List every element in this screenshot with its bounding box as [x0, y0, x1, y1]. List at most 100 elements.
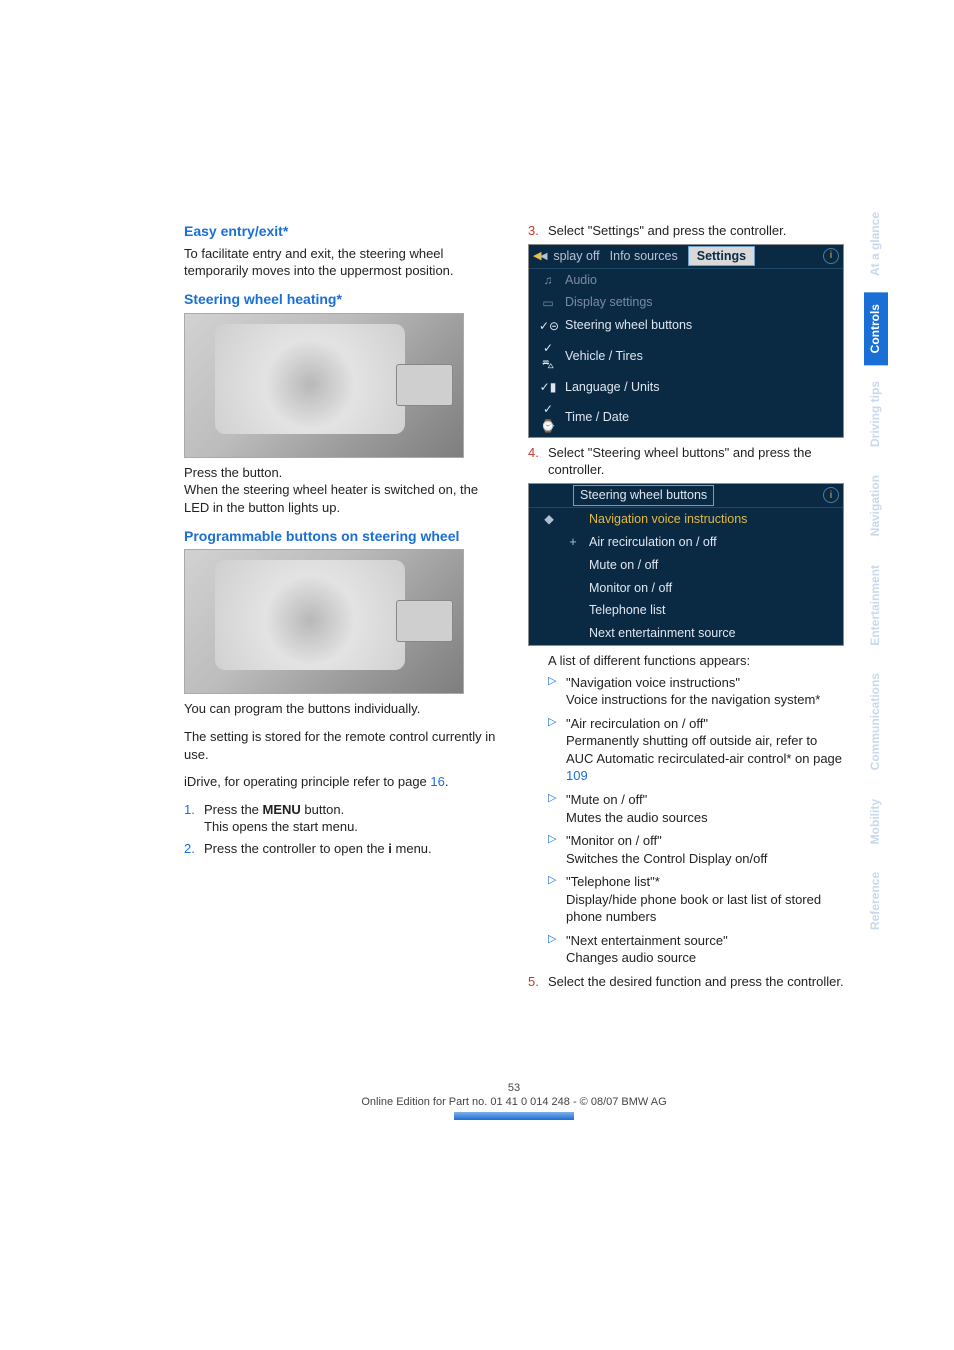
step-body: Select "Settings" and press the controll…	[548, 222, 844, 240]
page-link[interactable]: 109	[566, 768, 588, 783]
side-tab[interactable]: Communications	[864, 661, 888, 782]
triangle-bullet-icon: ▷	[548, 674, 566, 709]
bullet-body: "Monitor on / off"Switches the Control D…	[566, 832, 844, 867]
screen-menu-item: ♫ Audio	[529, 269, 843, 292]
menu-item-label: Audio	[565, 272, 597, 289]
header-selected-tab: Steering wheel buttons	[573, 485, 714, 506]
screen-menu-item: ✓⊝ Steering wheel buttons	[529, 314, 843, 337]
photo-steering-heating	[184, 313, 464, 458]
triangle-bullet-icon: ▷	[548, 932, 566, 967]
step-body: Press the controller to open the i menu.	[204, 840, 500, 858]
text: .	[445, 774, 449, 789]
step-row: 4. Select "Steering wheel buttons" and p…	[528, 444, 844, 479]
text: Permanently shutting off outside air, re…	[566, 733, 842, 766]
step-number: 5.	[528, 973, 548, 991]
heading-steering-heating: Steering wheel heating*	[184, 290, 500, 309]
screen-menu-item: +Air recirculation on / off	[529, 531, 843, 554]
bullet-desc: Display/hide phone book or last list of …	[566, 891, 844, 926]
row-marker-icon: ◆	[541, 511, 557, 528]
side-tab[interactable]: At a glance	[864, 200, 888, 288]
footer-bar	[454, 1112, 574, 1120]
bullet-title: "Monitor on / off"	[566, 832, 844, 850]
info-circle-icon: i	[823, 487, 839, 503]
para: To facilitate entry and exit, the steeri…	[184, 245, 500, 280]
bullet-body: "Next entertainment source"Changes audio…	[566, 932, 844, 967]
bullet-desc: Changes audio source	[566, 949, 844, 967]
text: menu.	[392, 841, 432, 856]
bullet-title: "Mute on / off"	[566, 791, 844, 809]
screen-menu-item: Next entertainment source	[529, 622, 843, 645]
menu-item-icon: ✓⌚	[539, 401, 557, 433]
side-tab[interactable]: Mobility	[864, 787, 888, 856]
side-tab[interactable]: Navigation	[864, 463, 888, 548]
menu-item-label: Next entertainment source	[589, 625, 736, 642]
left-column: Easy entry/exit* To facilitate entry and…	[184, 222, 500, 994]
bullet-title: "Air recirculation on / off"	[566, 715, 844, 733]
bullet-body: "Air recirculation on / off"Permanently …	[566, 715, 844, 785]
idrive-screen-steering-buttons: Steering wheel buttons i ◆ Navigation voi…	[528, 483, 844, 646]
menu-label: MENU	[263, 802, 301, 817]
step-row: 3. Select "Settings" and press the contr…	[528, 222, 844, 240]
para: When the steering wheel heater is switch…	[184, 481, 500, 516]
side-tabs: At a glance Controls Driving tips Navigatio…	[864, 200, 888, 942]
bullet-item: ▷"Telephone list"*Display/hide phone boo…	[548, 873, 844, 926]
step-row: 1. Press the MENU button. This opens the…	[184, 801, 500, 836]
bullet-desc: Voice instructions for the navigation sy…	[566, 691, 844, 709]
menu-item-label: Navigation voice instructions	[589, 511, 747, 528]
para: iDrive, for operating principle refer to…	[184, 773, 500, 791]
page-footer: 53 Online Edition for Part no. 01 41 0 0…	[184, 1082, 844, 1120]
screen-menu-item: ✓▮Language / Units	[529, 376, 843, 399]
bullet-desc: Permanently shutting off outside air, re…	[566, 732, 844, 785]
menu-item-label: Mute on / off	[589, 557, 658, 574]
menu-item-label: Steering wheel buttons	[565, 317, 692, 334]
bullet-item: ▷"Navigation voice instructions"Voice in…	[548, 674, 844, 709]
header-selected-tab: Settings	[688, 246, 755, 267]
page-number: 53	[184, 1082, 844, 1094]
screen-header: Steering wheel buttons i	[529, 484, 843, 508]
bullet-body: "Mute on / off"Mutes the audio sources	[566, 791, 844, 826]
triangle-bullet-icon: ▷	[548, 791, 566, 826]
heading-easy-entry: Easy entry/exit*	[184, 222, 500, 241]
bullet-body: "Telephone list"*Display/hide phone book…	[566, 873, 844, 926]
text: Press the controller to open the	[204, 841, 388, 856]
side-tab[interactable]: Driving tips	[864, 369, 888, 459]
menu-item-label: Time / Date	[565, 409, 629, 426]
menu-item-label: Monitor on / off	[589, 580, 672, 597]
triangle-bullet-icon: ▷	[548, 873, 566, 926]
menu-item-icon: ✓⛍	[539, 340, 557, 372]
step-row: 5. Select the desired function and press…	[528, 973, 844, 991]
menu-item-icon: ▭	[539, 295, 557, 311]
bullet-item: ▷"Monitor on / off"Switches the Control …	[548, 832, 844, 867]
idrive-screen-settings: ◀ ◄ splay off Info sources Settings i ♫A…	[528, 244, 844, 438]
bullet-item: ▷"Mute on / off"Mutes the audio sources	[548, 791, 844, 826]
text: iDrive, for operating principle refer to…	[184, 774, 430, 789]
bullet-container: ▷"Navigation voice instructions"Voice in…	[548, 674, 844, 967]
menu-item-icon: ♫	[539, 272, 557, 288]
screen-menu-item: ✓⌚ Time / Date	[529, 398, 843, 436]
step-number: 2.	[184, 840, 204, 858]
heading-programmable-buttons: Programmable buttons on steering wheel	[184, 527, 500, 546]
screen-menu-item: Telephone list	[529, 599, 843, 622]
screen-menu-item: ◆ Navigation voice instructions	[529, 508, 843, 531]
para: The setting is stored for the remote con…	[184, 728, 500, 763]
side-tab[interactable]: Entertainment	[864, 553, 888, 658]
text: This opens the start menu.	[204, 818, 500, 836]
screen-menu-item: ✓⛍ Vehicle / Tires	[529, 337, 843, 375]
menu-item-icon: ✓⊝	[539, 318, 557, 334]
screen-rows: ◆ Navigation voice instructions +Air recir…	[529, 508, 843, 645]
step-number: 3.	[528, 222, 548, 240]
step-number: 4.	[528, 444, 548, 479]
menu-item-label: Vehicle / Tires	[565, 348, 643, 365]
page-link[interactable]: 16	[430, 774, 444, 789]
step-body: Select the desired function and press th…	[548, 973, 844, 991]
side-tab[interactable]: Reference	[864, 860, 888, 942]
bullet-desc: Mutes the audio sources	[566, 809, 844, 827]
side-tab[interactable]: Controls	[864, 292, 888, 365]
para: Press the button.	[184, 464, 500, 482]
bullet-title: "Next entertainment source"	[566, 932, 844, 950]
header-item: Info sources	[610, 248, 678, 265]
footer-line: Online Edition for Part no. 01 41 0 014 …	[361, 1096, 666, 1108]
content-columns: Easy entry/exit* To facilitate entry and…	[184, 222, 844, 994]
step-body: Select "Steering wheel buttons" and pres…	[548, 444, 844, 479]
triangle-bullet-icon: ▷	[548, 832, 566, 867]
